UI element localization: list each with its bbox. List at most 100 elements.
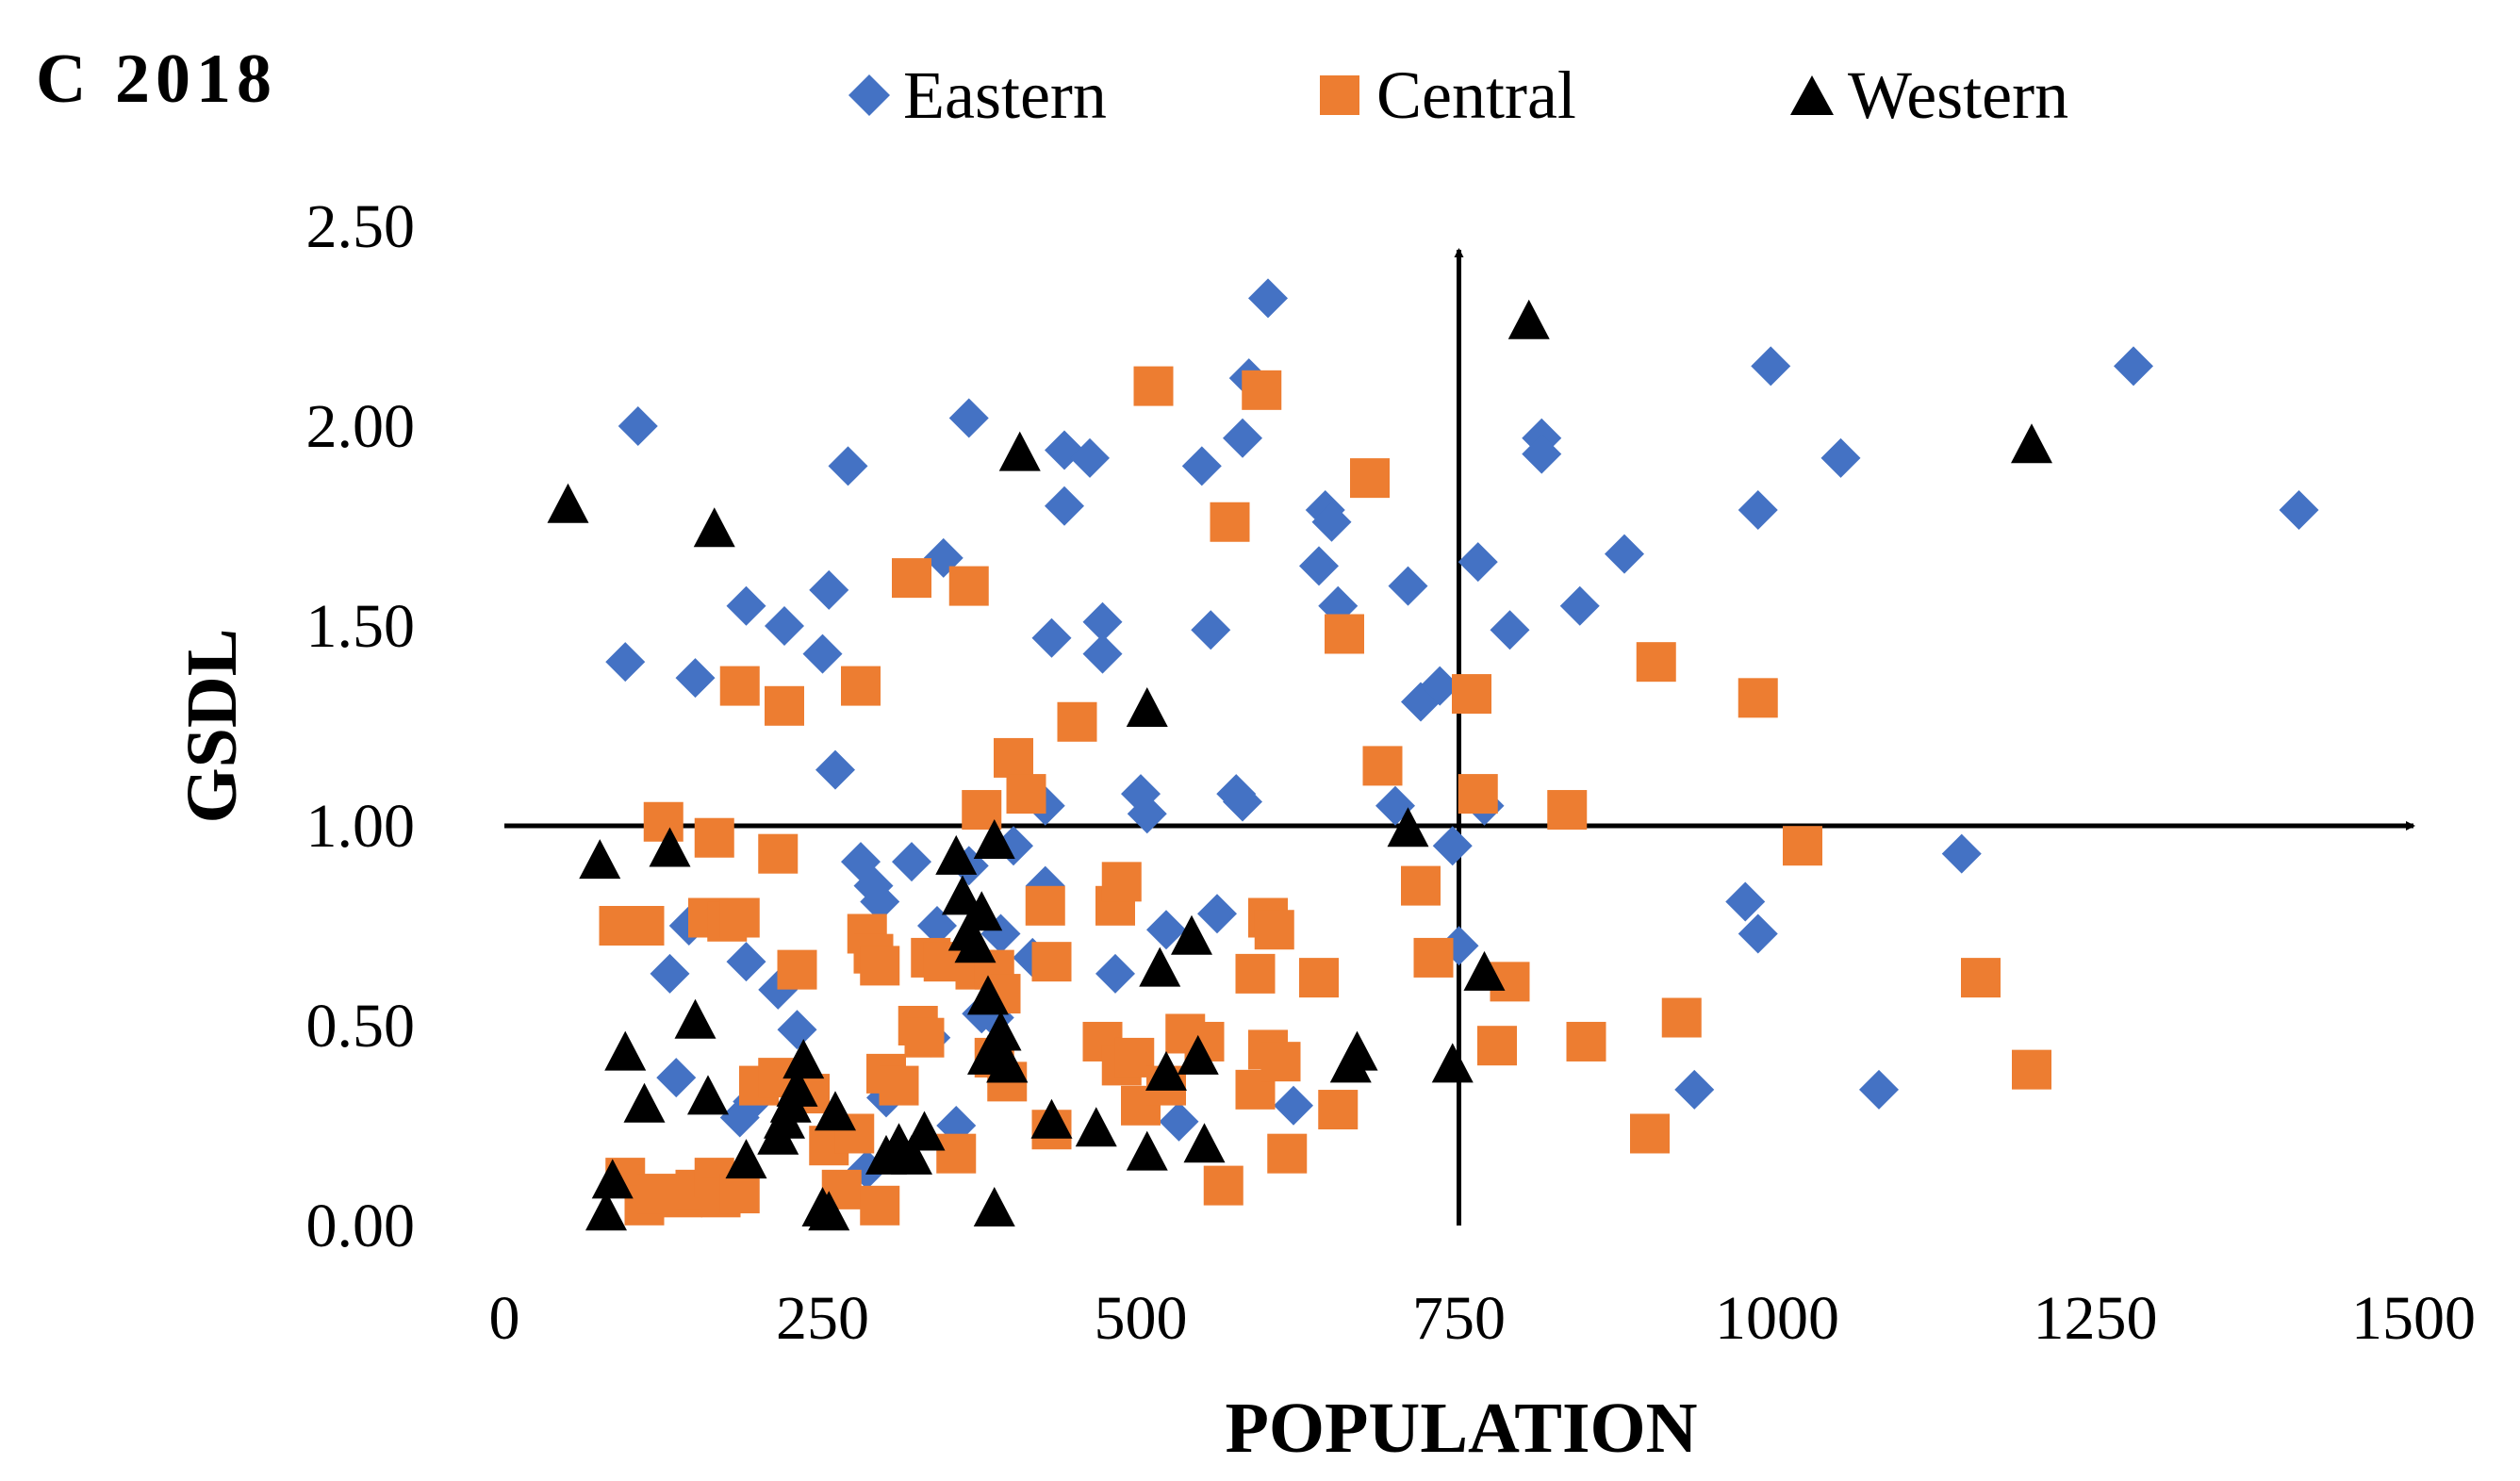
eastern-point xyxy=(1490,610,1530,650)
central-point xyxy=(624,906,665,946)
eastern-point xyxy=(917,906,957,946)
y-tick-label: 0.50 xyxy=(306,992,416,1061)
eastern-point xyxy=(1223,782,1262,822)
western-point xyxy=(1126,1130,1168,1171)
central-point xyxy=(1299,958,1339,998)
western-point xyxy=(649,827,691,867)
eastern-point xyxy=(650,953,690,994)
eastern-point xyxy=(1095,953,1135,994)
western-point xyxy=(604,1030,647,1071)
eastern-point xyxy=(1031,617,1072,658)
y-tick-label: 1.00 xyxy=(306,792,416,861)
central-point xyxy=(1325,614,1364,654)
central-point xyxy=(1318,1090,1359,1130)
western-point xyxy=(2011,423,2052,464)
eastern-point xyxy=(2279,490,2319,531)
eastern-point xyxy=(1223,418,1262,458)
central-point xyxy=(948,566,989,606)
eastern-point xyxy=(1082,634,1123,674)
eastern-point xyxy=(1751,346,1791,387)
y-axis-ticks: 0.00 0.50 1.00 1.50 2.00 2.50 xyxy=(306,192,416,1260)
eastern-point xyxy=(860,881,900,922)
western-point xyxy=(1387,807,1429,847)
eastern-point xyxy=(1522,434,1562,474)
central-point xyxy=(1401,865,1441,906)
western-point xyxy=(585,1191,627,1231)
legend-item-western: Western xyxy=(1790,58,2068,133)
central-point xyxy=(758,833,799,874)
western-point xyxy=(776,1066,818,1107)
western-point xyxy=(935,834,978,875)
eastern-point xyxy=(726,585,766,626)
eastern-point xyxy=(948,398,989,438)
x-tick-label: 1000 xyxy=(1715,1284,1839,1353)
eastern-point xyxy=(618,406,658,446)
series-central xyxy=(599,366,2051,1226)
y-axis-title: GSDL xyxy=(173,629,252,824)
central-point xyxy=(936,1133,977,1174)
central-point xyxy=(1350,458,1390,499)
panel-title: C 2018 xyxy=(36,41,277,118)
central-point xyxy=(1961,958,2001,998)
eastern-point xyxy=(1248,278,1288,319)
central-point xyxy=(765,685,804,726)
central-point xyxy=(841,666,881,706)
central-point xyxy=(1362,746,1403,786)
central-point xyxy=(1254,910,1294,950)
western-point xyxy=(1139,946,1181,987)
central-point xyxy=(1661,997,1702,1038)
x-tick-label: 750 xyxy=(1412,1284,1506,1353)
eastern-point xyxy=(1127,794,1167,834)
eastern-point xyxy=(1311,502,1352,542)
eastern-point xyxy=(828,446,868,486)
western-point xyxy=(674,998,716,1039)
legend-marker-eastern xyxy=(848,74,890,116)
western-point xyxy=(591,1159,634,1199)
western-point xyxy=(1145,1050,1187,1091)
series-western xyxy=(547,299,2052,1231)
eastern-point xyxy=(1820,437,1861,478)
central-point xyxy=(1477,1026,1517,1066)
eastern-point xyxy=(1432,826,1473,866)
y-tick-label: 0.00 xyxy=(306,1192,416,1260)
western-point xyxy=(998,431,1041,471)
central-point xyxy=(994,737,1033,778)
western-point xyxy=(693,507,735,548)
x-tick-label: 250 xyxy=(776,1284,869,1353)
central-point xyxy=(1235,953,1276,994)
western-point xyxy=(1183,1123,1226,1163)
western-point xyxy=(815,1091,856,1131)
eastern-point xyxy=(815,749,855,790)
central-point xyxy=(1006,774,1046,815)
western-point xyxy=(1507,299,1550,339)
western-point xyxy=(808,1191,850,1231)
central-point xyxy=(1452,674,1491,715)
western-point xyxy=(891,1134,932,1175)
y-tick-label: 2.00 xyxy=(306,392,416,461)
series-eastern xyxy=(605,278,2319,1190)
legend-marker-western xyxy=(1790,75,1834,115)
eastern-point xyxy=(1738,913,1778,954)
eastern-point xyxy=(765,606,804,646)
eastern-point xyxy=(809,569,849,610)
central-point xyxy=(1031,942,1072,982)
eastern-point xyxy=(1274,1085,1313,1126)
eastern-point xyxy=(1559,585,1600,626)
western-point xyxy=(687,1075,729,1115)
eastern-point xyxy=(2114,346,2153,387)
western-point xyxy=(973,818,1015,859)
western-point xyxy=(973,1187,1015,1227)
central-point xyxy=(1630,1113,1670,1154)
eastern-point xyxy=(605,642,646,683)
data-points xyxy=(547,278,2319,1231)
western-point xyxy=(954,923,996,963)
western-point xyxy=(942,875,983,915)
eastern-point xyxy=(1388,566,1428,606)
central-point xyxy=(1203,1165,1244,1206)
eastern-point xyxy=(1146,910,1186,950)
western-point xyxy=(967,975,1009,1015)
eastern-point xyxy=(726,942,766,982)
eastern-point xyxy=(1082,601,1123,642)
central-point xyxy=(1547,790,1588,831)
